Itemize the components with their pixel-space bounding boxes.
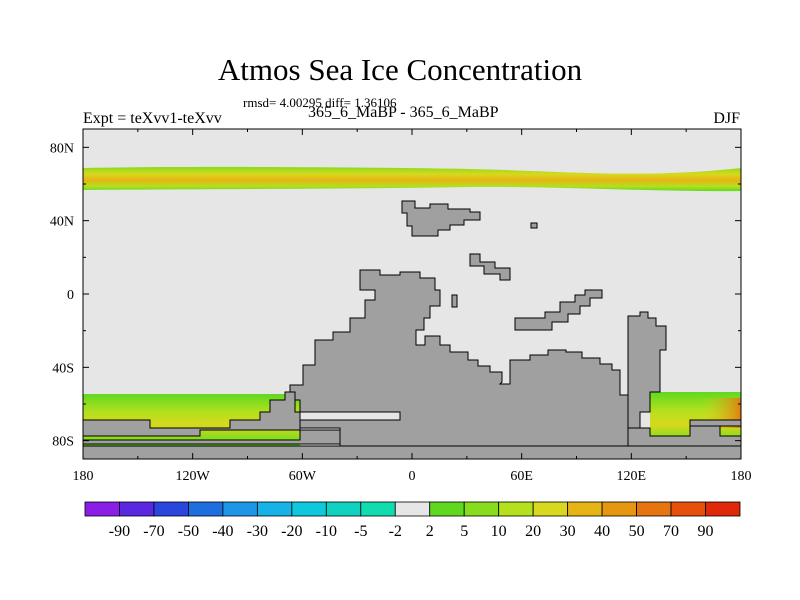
land-eurasia-fragment (401, 200, 481, 237)
colorbar-label: 50 (629, 523, 645, 540)
colorbar-label: 5 (460, 523, 468, 540)
colorbar-swatch (153, 501, 189, 517)
colorbar-label: -2 (389, 523, 402, 540)
land-island-chain (514, 289, 603, 331)
y-tick-label: 0 (67, 288, 74, 303)
colorbar-swatch (256, 501, 293, 517)
y-tick-label: 80S (52, 435, 74, 450)
colorbar-swatch (670, 501, 706, 517)
land-main (289, 269, 629, 459)
colorbar-label: -10 (316, 523, 337, 540)
colorbar-label: 90 (698, 523, 714, 540)
colorbar-label: 2 (426, 523, 434, 540)
colorbar-swatch (394, 501, 431, 517)
colorbar-label: -5 (354, 523, 367, 540)
colorbar-swatch (532, 501, 569, 517)
colorbar-swatch (222, 501, 258, 517)
y-tick-label: 40S (52, 361, 74, 376)
colorbar-label: 10 (491, 523, 507, 540)
land-antarctic-east-2 (689, 419, 741, 427)
colorbar-label: -20 (281, 523, 302, 540)
colorbar-label: 20 (525, 523, 541, 540)
x-tick-label: 60E (510, 469, 533, 484)
y-tick-label: 80N (50, 141, 74, 156)
x-tick-label: 120W (176, 469, 211, 484)
land-island-asia (469, 253, 511, 281)
colorbar-swatch (463, 501, 500, 517)
colorbar-swatch (601, 501, 637, 517)
colorbar-label: -50 (178, 523, 199, 540)
land-antarctic-strip (83, 429, 341, 445)
colorbar-swatch (429, 501, 465, 517)
colorbar-label: -30 (247, 523, 268, 540)
x-tick-label: 120E (617, 469, 647, 484)
colorbar-swatch (705, 501, 741, 517)
case-label: 365_6_MaBP - 365_6_MaBP (308, 104, 499, 121)
colorbar-swatch (325, 501, 362, 517)
stats-text: rmsd= 4.00295 diff= 1.36106 (243, 95, 397, 110)
x-tick-label: 60W (289, 469, 317, 484)
colorbar-label: 70 (663, 523, 679, 540)
y-tick-label: 40N (50, 215, 74, 230)
colorbar-swatch (498, 501, 534, 517)
chart-title: Atmos Sea Ice Concentration (217, 52, 583, 87)
colorbar-swatch (567, 501, 603, 517)
land-islet-2 (451, 294, 458, 308)
colorbar-label: -70 (143, 523, 164, 540)
colorbar-swatch (636, 501, 672, 517)
colorbar-label: -90 (109, 523, 130, 540)
colorbar-label: 30 (560, 523, 576, 540)
land-antarctic-west (83, 391, 301, 437)
colorbar-swatch (188, 501, 224, 517)
season-label: DJF (713, 110, 740, 127)
x-tick-label: 180 (731, 469, 752, 484)
colorbar-swatch (119, 501, 155, 517)
colorbar-swatch (84, 501, 120, 517)
x-tick-label: 0 (409, 469, 416, 484)
land-islet (530, 222, 538, 229)
colorbar-label: 40 (594, 523, 610, 540)
x-tick-label: 180 (73, 469, 94, 484)
colorbar-label: -40 (212, 523, 233, 540)
land-east-mass (627, 311, 667, 429)
experiment-label: Expt = teXvv1-teXvv (83, 110, 222, 127)
colorbar-swatch (360, 501, 396, 517)
colorbar-swatch (291, 501, 327, 517)
land-antarctic-base (83, 445, 741, 459)
north-ice-band (83, 166, 741, 192)
